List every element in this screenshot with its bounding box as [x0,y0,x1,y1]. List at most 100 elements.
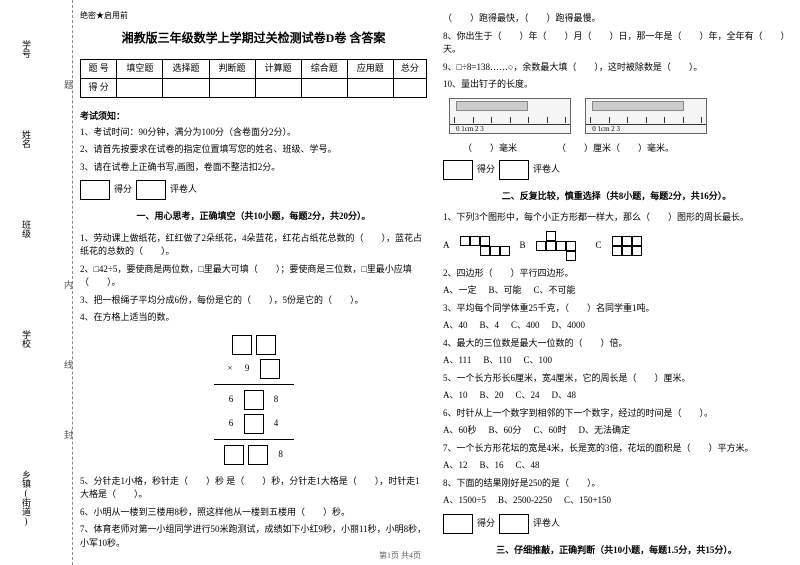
shape-row: A B C [443,231,790,261]
q2-oB: B、可能 [489,285,522,295]
s2-q4: 4、最大的三位数是最大一位数的（ ）倍。 [443,337,790,351]
page-footer: 第1页 共4页 [0,550,800,561]
q8-oB: B、2500-2250 [498,495,552,505]
ruler-ans2: （ ）厘米（ ）毫米。 [557,142,674,156]
pencil-2-icon [592,101,684,111]
q4-oA: A、111 [443,355,471,365]
mb-4[interactable] [244,390,264,410]
ruler2-lbl: 0 1cm 2 3 [592,124,620,135]
math-r2b: 4 [274,417,279,431]
q8-oA: A、1500÷5 [443,495,486,505]
q7-oB: B、16 [480,460,504,470]
bind-lbl-xuexiao: 学校 [20,330,33,348]
s2-q1: 1、下列3个图形中，每个小正方形都一样大，那么（ ）图形的周长最长。 [443,211,790,225]
sc-c3: 判断题 [209,60,255,79]
scorebox-2b[interactable] [499,160,529,180]
sc-b4[interactable] [255,79,301,98]
s1-q5: 5、分针走1小格，秒针走（ ）秒 是（ ）秒，分针走1大格是（ ），时针走1大格… [80,475,427,502]
score-lbl-3b: 评卷人 [533,517,560,531]
opt-B-lbl: B [520,239,526,253]
s1-q10: 10、量出钉子的长度。 [443,78,790,92]
sc-r2: 得 分 [81,79,117,98]
q8-oC: C、150+150 [564,495,611,505]
scorebox-3b[interactable] [499,514,529,534]
notice-3: 3、请在试卷上正确书写,画图，卷面不整洁扣2分。 [80,161,427,175]
bind-lbl-xuehao: 学号 [20,40,33,58]
ruler-ans1: （ ）毫米 [463,142,517,156]
q5-oD: D、48 [552,390,577,400]
scorebox-1a[interactable] [80,180,110,200]
scorebox-2a[interactable] [443,160,473,180]
mb-3[interactable] [260,359,280,379]
q6-oC: C、60时 [534,425,567,435]
sc-b3[interactable] [209,79,255,98]
score-lbl-1b: 评卷人 [170,183,197,197]
s1-q1: 1、劳动课上做纸花，红红做了2朵纸花，4朵蓝花，红花占纸花总数的（ ），蓝花占纸… [80,232,427,259]
s1-q8: 8、你出生于（ ）年（ ）月（ ）日，那一年是（ ）年，全年有（ ）天。 [443,30,790,57]
scorebox-3a[interactable] [443,514,473,534]
score-lbl-1a: 得分 [114,183,132,197]
q6-oA: A、60秒 [443,425,477,435]
sec1-title: 一、用心思考，正确填空（共10小题，每题2分，共20分）。 [80,210,427,224]
math-9: 9 [245,362,250,376]
math-r1a: 6 [229,393,234,407]
sec2-title: 二、反复比较，慎重选择（共8小题，每题2分，共16分）。 [443,190,790,204]
sc-c5: 综合题 [301,60,347,79]
s1-q4: 4、在方格上适当的数。 [80,311,427,325]
s1-q9: 9、□÷8=138……○，余数最大填（ ），这时被除数是（ ）。 [443,61,790,75]
mb-5[interactable] [244,414,264,434]
sc-b2[interactable] [163,79,209,98]
bind-lbl-xiangzhen: 乡镇(街道) [20,470,33,526]
sc-c7: 总分 [393,60,426,79]
ruler-1: 0 1cm 2 3 [449,98,571,134]
left-column: 绝密★启用前 湘教版三年级数学上学期过关检测试卷D卷 含答案 题 号 填空题 选… [80,10,427,545]
bind-lbl-banji: 班级 [20,220,33,238]
s1-q2: 2、□42÷5，要使商是两位数，□里最大可填（ ）；要使商是三位数，□里最小应填… [80,263,427,290]
sc-b1[interactable] [117,79,163,98]
q4-oB: B、110 [483,355,511,365]
sc-b6[interactable] [347,79,393,98]
sc-b5[interactable] [301,79,347,98]
math-line1 [214,384,294,385]
s1-q7: 7、体育老师对第一小组同学进行50米跑测试，成绩如下小红9秒，小丽11秒，小明8… [80,523,427,550]
bind-hint-0: 题 [62,80,75,89]
q5-oC: C、24 [516,390,540,400]
q5-oA: A、10 [443,390,468,400]
q6-oB: B、60分 [489,425,522,435]
s1-q6: 6、小明从一楼到三楼用8秒，照这样他从一楼到五楼用（ ）秒。 [80,506,427,520]
score-lbl-2b: 评卷人 [533,163,560,177]
mb-6[interactable] [224,445,244,465]
pencil-1-icon [456,101,528,111]
mb-1[interactable] [232,335,252,355]
sc-c1: 填空题 [117,60,163,79]
s1-q3: 3、把一根绳子平均分成6份，每份是它的（ ），5份是它的（ ）。 [80,294,427,308]
math-r1b: 8 [274,393,279,407]
sc-c4: 计算题 [255,60,301,79]
bind-lbl-xingming: 姓名 [20,130,33,148]
math-column: × 9 6 8 6 4 8 [80,333,427,467]
q2-oC: C、不可能 [534,285,576,295]
q7-oC: C、48 [516,460,540,470]
q7-oA: A、12 [443,460,468,470]
shape-A [460,236,510,256]
exam-title: 湘教版三年级数学上学期过关检测试卷D卷 含答案 [80,29,427,47]
math-mult: × [227,362,232,376]
notice-2: 2、请首先按要求在试卷的指定位置填写您的姓名、班级、学号。 [80,143,427,157]
mb-2[interactable] [256,335,276,355]
score-lbl-2a: 得分 [477,163,495,177]
shape-B [536,231,586,261]
notice-1: 1、考试时间：90分钟，满分为100分（含卷面分2分）。 [80,126,427,140]
q3-oC: C、400 [511,320,540,330]
s2-q2: 2、四边形（ ）平行四边形。 [443,267,790,281]
opt-C-lbl: C [596,239,602,253]
scorebox-1b[interactable] [136,180,166,200]
bind-hint-1: 内 [62,280,75,289]
s2-q3: 3、平均每个同学体重25千克，（ ）名同学重1吨。 [443,302,790,316]
s2-q6: 6、时针从上一个数字到相邻的下一个数字，经过的时间是（ ）。 [443,407,790,421]
sc-b7[interactable] [393,79,426,98]
bind-hint-2: 线 [62,360,75,369]
score-table: 题 号 填空题 选择题 判断题 计算题 综合题 应用题 总分 得 分 [80,59,427,98]
right-column: （ ）跑得最快，（ ）跑得最慢。 8、你出生于（ ）年（ ）月（ ）日，那一年是… [443,10,790,545]
q4-oC: C、100 [524,355,553,365]
mb-7[interactable] [248,445,268,465]
